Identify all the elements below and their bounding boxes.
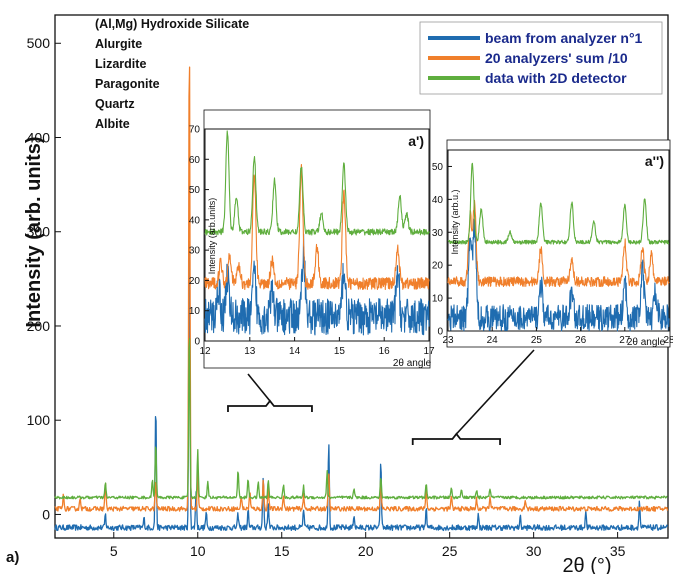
x-tick-label: 14 [289, 346, 301, 357]
series-line-2 [447, 162, 670, 245]
x-tick-label: 15 [334, 346, 346, 357]
main-y-axis-label: Intensity (arb. units) [23, 136, 45, 327]
legend-label-analyzer1: beam from analyzer n°1 [485, 30, 643, 46]
y-tick-label: 30 [432, 228, 444, 239]
inset-a-prime-panel-label: a') [408, 133, 424, 149]
y-tick-label: 0 [42, 506, 50, 522]
inset-a-prime-ticks: 12 13 14 15 16 17 0 10 20 30 40 50 60 70 [189, 125, 435, 358]
x-tick-label: 28 [663, 335, 673, 346]
inset-a-prime-x-label: 2θ angle [393, 358, 432, 369]
y-tick-label: 400 [27, 129, 51, 145]
legend: beam from analyzer n°1 20 analyzers' sum… [419, 21, 663, 95]
inset-a-prime-connector [247, 373, 271, 402]
mineral-list: (Al,Mg) Hydroxide Silicate Alurgite Liza… [95, 17, 249, 131]
mineral-label: Paragonite [95, 77, 160, 91]
inset-a-double-prime-ticks: 23 24 25 26 27 28 0 10 20 30 40 50 [432, 162, 673, 346]
x-tick-label: 17 [423, 346, 435, 357]
y-tick-label: 50 [432, 162, 444, 173]
y-tick-label: 60 [189, 155, 201, 166]
y-tick-label: 10 [189, 306, 201, 317]
series-line-1 [447, 199, 670, 288]
inset-a-double-prime: 23 24 25 26 27 28 0 10 20 30 40 50 Intensity (arb.u… [432, 139, 673, 348]
zoom-brackets [227, 349, 535, 445]
y-tick-label: 100 [27, 412, 51, 428]
y-tick-label: 40 [432, 195, 444, 206]
inset-a-prime: 12 13 14 15 16 17 0 10 20 30 40 50 60 70 Intensity (a… [189, 109, 435, 369]
y-tick-label: 20 [189, 276, 201, 287]
mineral-label: Alurgite [95, 37, 142, 51]
series-line-2 [54, 338, 668, 500]
y-tick-label: 0 [437, 327, 443, 338]
y-tick-label: 50 [189, 185, 201, 196]
inset-a-prime-frame [204, 128, 430, 342]
inset-a-double-prime-panel-label: a'') [645, 153, 664, 169]
x-tick-label: 5 [110, 543, 118, 559]
y-tick-label: 40 [189, 215, 201, 226]
y-tick-label: 500 [27, 35, 51, 51]
series-line-0 [447, 218, 670, 332]
inset-a-prime-background [203, 109, 431, 369]
mineral-label: Albite [95, 117, 130, 131]
main-series-group [54, 66, 669, 532]
series-line-0 [204, 233, 430, 336]
x-tick-label: 25 [442, 543, 458, 559]
series-line-1 [204, 163, 430, 291]
legend-label-2d: data with 2D detector [485, 70, 627, 86]
y-tick-label: 10 [432, 294, 444, 305]
x-tick-label: 23 [442, 335, 454, 346]
mineral-label: Quartz [95, 97, 135, 111]
x-tick-label: 10 [190, 543, 206, 559]
main-x-axis-label: 2θ (°) [562, 555, 611, 574]
y-tick-label: 70 [189, 125, 201, 136]
series-line-0 [54, 240, 669, 532]
x-tick-label: 12 [199, 346, 211, 357]
inset-a-double-prime-connector [455, 349, 535, 435]
x-tick-label: 24 [487, 335, 499, 346]
x-tick-label: 13 [244, 346, 256, 357]
inset-a-prime-y-label: Intensity (arb.units) [207, 198, 217, 275]
y-tick-label: 30 [189, 246, 201, 257]
inset-a-double-prime-x-label: 2θ angle [627, 337, 666, 348]
y-tick-label: 20 [432, 261, 444, 272]
x-tick-label: 35 [610, 543, 626, 559]
main-panel-label: a) [6, 549, 19, 566]
y-tick-label: 200 [27, 318, 51, 334]
inset-a-prime-bracket [227, 399, 313, 412]
x-tick-label: 30 [526, 543, 542, 559]
inset-a-double-prime-y-label: Intensity (arb.u.) [450, 189, 460, 254]
mineral-label: (Al,Mg) Hydroxide Silicate [95, 17, 249, 31]
series-line-1 [54, 66, 669, 512]
inset-a-prime-series [204, 130, 430, 336]
x-tick-label: 25 [531, 335, 543, 346]
series-line-2 [204, 130, 430, 236]
y-tick-label: 0 [194, 337, 200, 348]
inset-a-double-prime-bracket [411, 432, 501, 445]
y-tick-label: 300 [27, 224, 51, 240]
x-tick-label: 20 [358, 543, 374, 559]
x-tick-label: 26 [575, 335, 587, 346]
inset-a-double-prime-series [447, 162, 670, 332]
x-tick-label: 27 [619, 335, 631, 346]
legend-label-sum: 20 analyzers' sum /10 [485, 50, 628, 66]
x-tick-label: 15 [274, 543, 290, 559]
mineral-label: Lizardite [95, 57, 146, 71]
x-tick-label: 16 [379, 346, 391, 357]
